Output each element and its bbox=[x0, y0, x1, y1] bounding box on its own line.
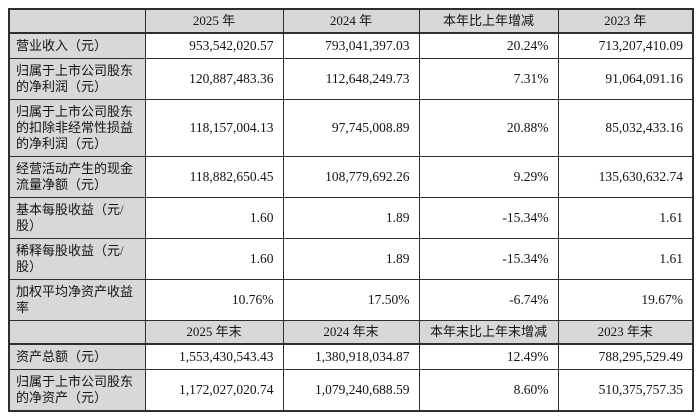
value-cell: 19.67% bbox=[557, 279, 694, 321]
value-cell: 12.49% bbox=[418, 343, 559, 370]
value-cell: 10.76% bbox=[144, 279, 284, 321]
value-cell: 97,745,008.89 bbox=[282, 99, 420, 157]
row-label: 营业收入（元） bbox=[8, 32, 146, 59]
value-cell: 9.29% bbox=[418, 156, 559, 198]
value-cell: -15.34% bbox=[418, 197, 559, 239]
value-cell: 1.89 bbox=[282, 197, 420, 239]
table-row: 归属于上市公司股东的净利润（元） 120,887,483.36 112,648,24… bbox=[8, 58, 694, 100]
value-cell: 1,172,027,020.74 bbox=[144, 369, 284, 412]
value-cell: 135,630,632.74 bbox=[557, 156, 694, 198]
value-cell: 112,648,249.73 bbox=[282, 58, 420, 100]
value-cell: 788,295,529.49 bbox=[557, 343, 694, 370]
year-header-cell: 2023 年 bbox=[557, 8, 694, 34]
value-cell: 1,079,240,688.59 bbox=[282, 369, 420, 412]
row-label: 经营活动产生的现金流量净额（元） bbox=[8, 156, 146, 198]
table-row: 营业收入（元） 953,542,020.57 793,041,397.03 20.24… bbox=[8, 32, 694, 59]
table-row: 归属于上市公司股东的净资产（元） 1,172,027,020.74 1,079,24… bbox=[8, 369, 694, 412]
value-cell: 1.60 bbox=[144, 238, 284, 280]
value-cell: 91,064,091.16 bbox=[557, 58, 694, 100]
value-cell: 118,157,004.13 bbox=[144, 99, 284, 157]
year-header-cell: 本年比上年增减 bbox=[418, 8, 559, 34]
row-label: 归属于上市公司股东的扣除非经常性损益的净利润（元） bbox=[8, 99, 146, 157]
row-label: 基本每股收益（元/股） bbox=[8, 197, 146, 239]
value-cell: 120,887,483.36 bbox=[144, 58, 284, 100]
value-cell: 713,207,410.09 bbox=[557, 32, 694, 59]
row-label: 归属于上市公司股东的净利润（元） bbox=[8, 58, 146, 100]
row-label: 资产总额（元） bbox=[8, 343, 146, 370]
value-cell: 7.31% bbox=[418, 58, 559, 100]
financial-summary-table: 2025 年 2024 年本年比上年增减 2023 年营业收入（元） 953,542,… bbox=[8, 8, 694, 412]
corner-cell bbox=[8, 8, 146, 34]
row-label: 加权平均净资产收益率 bbox=[8, 279, 146, 321]
year-header-cell: 2025 年 bbox=[144, 8, 284, 34]
corner-cell bbox=[8, 320, 146, 345]
value-cell: 1,553,430,543.43 bbox=[144, 343, 284, 370]
value-cell: 108,779,692.26 bbox=[282, 156, 420, 198]
financial-table-body: 2025 年 2024 年本年比上年增减 2023 年营业收入（元） 953,542,… bbox=[8, 8, 694, 412]
year-header-cell: 本年末比上年末增减 bbox=[418, 320, 559, 345]
value-cell: 1.61 bbox=[557, 238, 694, 280]
value-cell: 118,882,650.45 bbox=[144, 156, 284, 198]
value-cell: 17.50% bbox=[282, 279, 420, 321]
row-label: 稀释每股收益（元/股） bbox=[8, 238, 146, 280]
value-cell: -6.74% bbox=[418, 279, 559, 321]
value-cell: -15.34% bbox=[418, 238, 559, 280]
value-cell: 953,542,020.57 bbox=[144, 32, 284, 59]
value-cell: 1,380,918,034.87 bbox=[282, 343, 420, 370]
value-cell: 1.61 bbox=[557, 197, 694, 239]
year-header-cell: 2025 年末 bbox=[144, 320, 284, 345]
year-header-row: 2025 年末 2024 年末 本年末比上年末增减 2023 年末 bbox=[8, 320, 694, 345]
value-cell: 1.89 bbox=[282, 238, 420, 280]
value-cell: 793,041,397.03 bbox=[282, 32, 420, 59]
value-cell: 510,375,757.35 bbox=[557, 369, 694, 412]
table-row: 经营活动产生的现金流量净额（元） 118,882,650.45 108,779,69… bbox=[8, 156, 694, 198]
year-header-row: 2025 年 2024 年本年比上年增减 2023 年 bbox=[8, 8, 694, 34]
value-cell: 20.24% bbox=[418, 32, 559, 59]
table-row: 加权平均净资产收益率 10.76% 17.50% -6.74% 19.67% bbox=[8, 279, 694, 321]
table-row: 基本每股收益（元/股） 1.60 1.89 -15.34% 1.61 bbox=[8, 197, 694, 239]
table-row: 稀释每股收益（元/股） 1.60 1.89 -15.34% 1.61 bbox=[8, 238, 694, 280]
row-label: 归属于上市公司股东的净资产（元） bbox=[8, 369, 146, 412]
year-header-cell: 2024 年 bbox=[282, 8, 420, 34]
table-row: 资产总额（元） 1,553,430,543.43 1,380,918,034.87 1… bbox=[8, 343, 694, 370]
value-cell: 20.88% bbox=[418, 99, 559, 157]
year-header-cell: 2024 年末 bbox=[282, 320, 420, 345]
year-header-cell: 2023 年末 bbox=[557, 320, 694, 345]
value-cell: 1.60 bbox=[144, 197, 284, 239]
value-cell: 8.60% bbox=[418, 369, 559, 412]
table-row: 归属于上市公司股东的扣除非经常性损益的净利润（元） 118,157,004.13 9… bbox=[8, 99, 694, 157]
value-cell: 85,032,433.16 bbox=[557, 99, 694, 157]
